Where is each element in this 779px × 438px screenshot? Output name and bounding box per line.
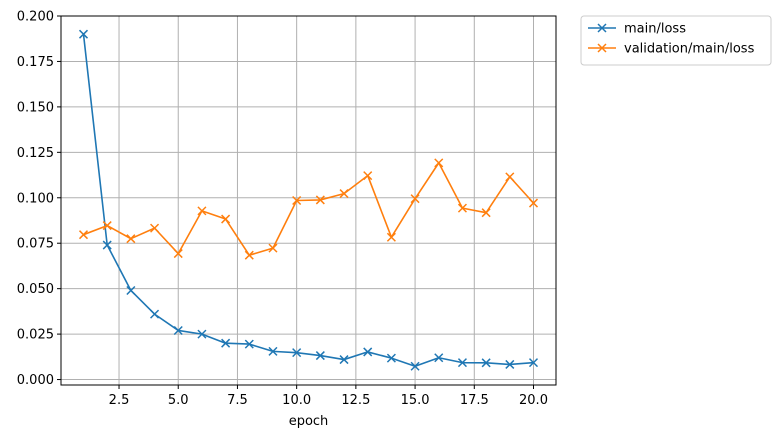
- data-point-validation-main-loss: [126, 234, 136, 244]
- series-line-main-loss: [82, 33, 535, 368]
- data-point-main-loss: [363, 347, 373, 357]
- data-point-validation-main-loss: [363, 171, 373, 181]
- data-point-main-loss: [268, 346, 278, 356]
- data-point-main-loss: [126, 285, 136, 296]
- x-tick-label: 15.0: [401, 393, 430, 408]
- data-point-validation-main-loss: [197, 206, 207, 216]
- data-point-validation-main-loss: [150, 223, 160, 233]
- data-point-main-loss: [315, 351, 325, 361]
- x-tick-label: 12.5: [341, 393, 370, 408]
- data-point-main-loss: [386, 353, 396, 363]
- y-tick-label: 0.075: [17, 237, 54, 252]
- y-tick-label: 0.000: [17, 373, 54, 388]
- data-point-validation-main-loss: [78, 230, 89, 240]
- data-point-validation-main-loss: [102, 221, 112, 231]
- data-point-validation-main-loss: [505, 172, 515, 182]
- data-point-main-loss: [150, 309, 160, 319]
- y-tick-label: 0.125: [17, 146, 54, 161]
- data-point-validation-main-loss: [528, 198, 539, 208]
- y-tick-label: 0.150: [17, 100, 54, 115]
- legend-marker: [597, 43, 607, 53]
- data-point-main-loss: [457, 358, 467, 368]
- x-tick-label: 10.0: [282, 393, 311, 408]
- data-point-validation-main-loss: [268, 243, 278, 253]
- data-point-validation-main-loss: [386, 232, 396, 242]
- data-point-validation-main-loss: [315, 195, 325, 205]
- y-tick-label: 0.200: [17, 10, 54, 25]
- legend-item-main-loss: main/loss: [588, 22, 686, 37]
- legend-item-validation-main-loss: validation/main/loss: [588, 42, 755, 57]
- series-validation-main-loss: [78, 158, 539, 260]
- legend-label: validation/main/loss: [624, 42, 755, 57]
- data-point-validation-main-loss: [434, 158, 444, 168]
- data-point-main-loss: [410, 361, 420, 371]
- data-point-main-loss: [244, 339, 254, 349]
- data-point-main-loss: [505, 359, 515, 369]
- x-axis-title: epoch: [289, 414, 329, 429]
- plot-series: [78, 29, 539, 371]
- legend-marker: [597, 23, 607, 33]
- x-tick-label: 2.5: [109, 393, 130, 408]
- legend-box: [580, 15, 772, 66]
- data-point-main-loss: [102, 240, 112, 250]
- data-point-validation-main-loss: [410, 194, 420, 204]
- data-point-validation-main-loss: [481, 208, 491, 218]
- series-main-loss: [78, 29, 539, 371]
- x-tick-label: 17.5: [460, 393, 489, 408]
- y-tick-label: 0.100: [17, 191, 54, 206]
- data-point-validation-main-loss: [173, 249, 183, 259]
- data-point-validation-main-loss: [292, 195, 302, 206]
- data-point-validation-main-loss: [221, 214, 231, 224]
- x-tick-label: 5.0: [168, 393, 189, 408]
- data-point-validation-main-loss: [457, 203, 467, 213]
- x-tick-label: 20.0: [519, 393, 548, 408]
- axes: 2.5 5.0 7.5 10.0 12.5 15.0 17.5 20.0 0.000 0.025 0…: [17, 10, 548, 409]
- data-point-main-loss: [78, 29, 89, 39]
- data-point-validation-main-loss: [244, 250, 254, 260]
- data-point-main-loss: [221, 338, 231, 348]
- legend-label: main/loss: [624, 22, 686, 37]
- data-point-main-loss: [339, 355, 349, 365]
- data-point-validation-main-loss: [339, 189, 349, 199]
- y-tick-label: 0.050: [17, 282, 54, 297]
- series-line-validation-main-loss: [82, 162, 535, 257]
- data-point-main-loss: [173, 325, 183, 335]
- data-point-main-loss: [434, 353, 444, 363]
- plot-frame: [60, 15, 557, 386]
- y-tick-label: 0.175: [17, 55, 54, 70]
- data-point-main-loss: [292, 348, 302, 358]
- x-tick-label: 7.5: [227, 393, 248, 408]
- y-tick-label: 0.025: [17, 328, 54, 343]
- data-point-main-loss: [481, 358, 491, 368]
- data-point-main-loss: [528, 358, 539, 368]
- legend: main/loss validation/main/loss: [580, 15, 772, 66]
- data-point-main-loss: [197, 329, 207, 339]
